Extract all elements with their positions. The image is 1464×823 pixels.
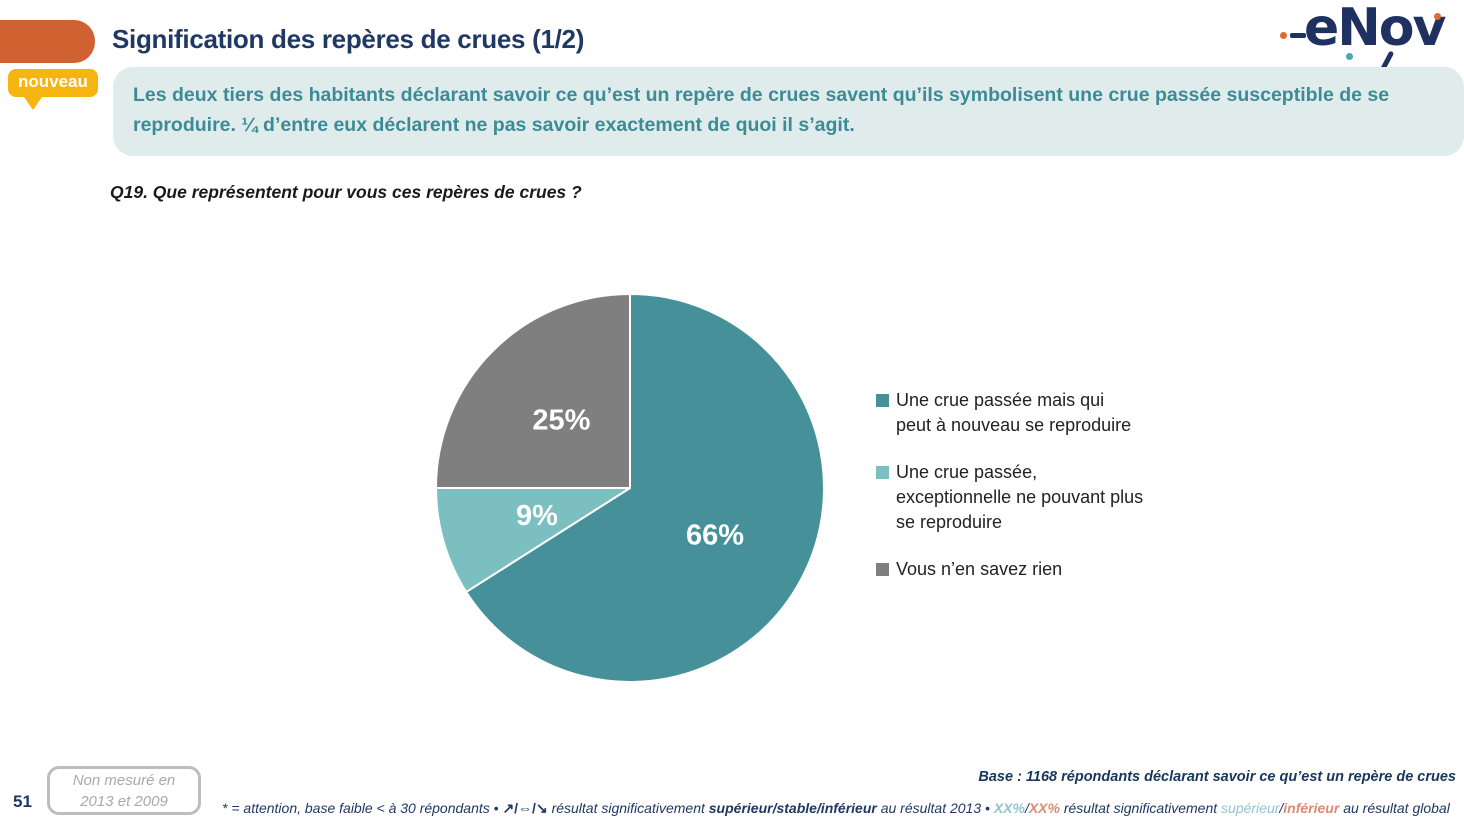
page-number: 51 <box>13 792 32 811</box>
legend-item: Une crue passée mais qui peut à nouveau … <box>876 388 1156 438</box>
not-measured-note-box: Non mesuré en 2013 et 2009 <box>47 766 201 815</box>
footnote-segment: au résultat global <box>1339 800 1450 816</box>
footnote-segment: * = attention, base faible < à 30 répond… <box>222 800 503 816</box>
base-respondents-text: Base : 1168 répondants déclarant savoir … <box>978 769 1456 785</box>
summary-highlight-box: Les deux tiers des habitants déclarant s… <box>113 67 1464 156</box>
footnote-segment: résultat significativement <box>1059 800 1222 816</box>
header-accent-tab <box>0 20 95 63</box>
logo-orange-dot-left-icon <box>1280 32 1287 39</box>
trend-arrows-icon: ↗/⇔/↘ <box>502 800 548 816</box>
footnote-xx-superior: XX% <box>993 800 1025 816</box>
pie-data-label: 66% <box>686 520 744 552</box>
legend-swatch-teal-icon <box>876 394 889 407</box>
legend-swatch-light-teal-icon <box>876 466 889 479</box>
legend-label: Une crue passée, exceptionnelle ne pouva… <box>896 462 1144 532</box>
footnote-xx-inferior: XX% <box>1028 800 1060 816</box>
footnote-segment: / <box>1279 800 1284 816</box>
footnote-segment: au résultat 2013 • <box>876 800 994 816</box>
logo-orange-dot-right-icon <box>1434 13 1441 20</box>
chart-legend: Une crue passée mais qui peut à nouveau … <box>876 388 1156 604</box>
pie-slice <box>465 293 825 683</box>
logo-teal-dot-icon <box>1346 53 1353 60</box>
pie-data-label: 25% <box>532 404 590 436</box>
note-box-line: Non mesuré en <box>72 771 176 789</box>
footnote: * = attention, base faible < à 30 répond… <box>222 800 1450 817</box>
legend-label: Une crue passée mais qui peut à nouveau … <box>896 390 1132 435</box>
legend-label: Vous n’en savez rien <box>896 559 1063 579</box>
footnote-segment: résultat significativement <box>547 800 709 816</box>
pie-slice <box>435 487 631 593</box>
nouveau-badge-tail <box>24 97 42 110</box>
footnote-segment: / <box>1024 800 1029 816</box>
legend-item: Vous n’en savez rien <box>876 557 1156 582</box>
enov-logo: eNov <box>1280 0 1458 82</box>
logo-wordmark: eNov <box>1304 0 1446 58</box>
pie-slice <box>435 293 631 489</box>
footnote-superior-label: supérieur <box>1221 800 1280 816</box>
pie-chart-svg: 66% 9% 25% <box>435 293 825 683</box>
logo-dash-icon <box>1290 33 1306 38</box>
footnote-inferior-label: inférieur <box>1283 800 1340 816</box>
question-label: Q19. Que représentent pour vous ces repè… <box>110 182 582 202</box>
legend-item: Une crue passée, exceptionnelle ne pouva… <box>876 460 1156 535</box>
note-box-line: 2013 et 2009 <box>80 792 168 810</box>
page-title: Signification des repères de crues (1/2) <box>112 24 585 54</box>
pie-chart: 66% 9% 25% <box>433 291 827 685</box>
footnote-segment: supérieur/stable/inférieur <box>708 800 877 816</box>
legend-swatch-gray-icon <box>876 563 889 576</box>
pie-data-label: 9% <box>516 500 558 532</box>
nouveau-badge: nouveau <box>8 69 98 97</box>
summary-text: Les deux tiers des habitants déclarant s… <box>133 84 1390 136</box>
